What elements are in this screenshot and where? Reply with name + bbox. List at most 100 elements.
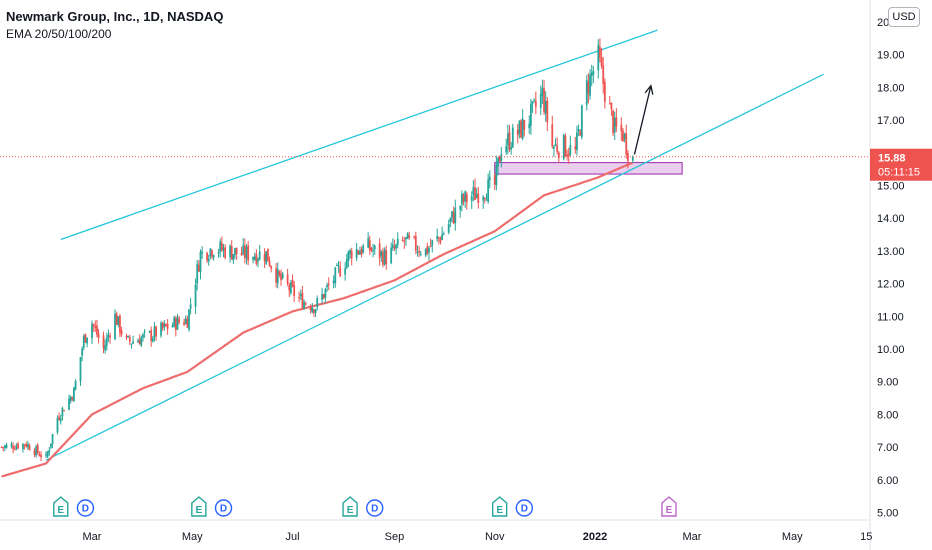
- candle: [426, 242, 429, 256]
- candle: [58, 412, 61, 421]
- earnings-marker[interactable]: E: [191, 496, 207, 517]
- candle: [194, 278, 197, 315]
- candle: [574, 136, 577, 154]
- candle: [38, 451, 41, 457]
- candle: [313, 308, 315, 318]
- candle: [332, 275, 335, 289]
- x-tick-label: 15: [860, 531, 872, 543]
- candle: [68, 394, 70, 411]
- candle: [184, 315, 187, 325]
- arrow-head: [644, 84, 654, 95]
- candle: [48, 446, 51, 456]
- candle: [142, 332, 144, 342]
- candle: [15, 443, 18, 451]
- candle: [232, 253, 235, 264]
- channel-upper-line[interactable]: [60, 29, 658, 241]
- candle: [345, 253, 348, 269]
- candle: [140, 335, 143, 348]
- candle: [128, 334, 131, 345]
- candle: [28, 443, 31, 451]
- candle: [322, 293, 325, 300]
- candle: [288, 282, 291, 298]
- candle: [610, 102, 613, 116]
- candle: [357, 249, 360, 256]
- dividend-marker[interactable]: D: [366, 499, 384, 517]
- candle: [424, 248, 427, 258]
- y-tick-label: 15.00: [877, 181, 905, 193]
- candle: [602, 56, 605, 94]
- candle: [620, 117, 623, 141]
- candle: [150, 326, 153, 347]
- dividend-marker[interactable]: D: [515, 499, 534, 517]
- earnings-marker[interactable]: E: [342, 496, 358, 517]
- candle: [403, 236, 406, 249]
- candle: [197, 260, 200, 272]
- axes: 5.00 6.00 7.00 8.00 9.00 10.00 11.00 12.00 13.00…: [0, 0, 905, 550]
- support-zone-box[interactable]: [494, 162, 683, 175]
- candle: [336, 263, 338, 266]
- candle: [207, 254, 210, 266]
- candle: [419, 250, 422, 257]
- candle: [12, 442, 14, 454]
- candle: [497, 157, 499, 176]
- candle: [86, 337, 88, 348]
- candle: [566, 149, 568, 161]
- candle: [577, 124, 580, 137]
- candle: [551, 115, 554, 149]
- candle: [597, 39, 600, 79]
- candle: [451, 211, 453, 223]
- candle: [229, 244, 231, 263]
- last-price: 15.88 05:11:15: [0, 148, 932, 181]
- svg-text:E: E: [347, 505, 354, 516]
- currency-badge[interactable]: USD: [888, 7, 920, 27]
- svg-text:D: D: [220, 504, 227, 515]
- candle: [623, 132, 626, 143]
- dividend-marker[interactable]: D: [76, 499, 95, 517]
- candle: [452, 206, 455, 225]
- earnings-marker[interactable]: E: [53, 496, 69, 517]
- indicator-legend[interactable]: EMA 20/50/100/200: [6, 27, 112, 41]
- candle: [462, 193, 465, 206]
- channel-lower-line[interactable]: [45, 73, 824, 461]
- candle: [94, 320, 97, 333]
- candle: [429, 238, 432, 248]
- candle: [199, 249, 202, 280]
- candle: [26, 440, 29, 450]
- x-tick-label: Mar: [83, 531, 102, 543]
- candle: [161, 321, 164, 331]
- channel-lines[interactable]: [45, 29, 824, 461]
- candle: [266, 248, 269, 262]
- candle: [96, 319, 98, 338]
- candle: [554, 138, 557, 147]
- candle: [219, 238, 222, 258]
- symbol-title[interactable]: Newmark Group, Inc., 1D, NASDAQ: [6, 9, 224, 24]
- candle: [474, 178, 476, 201]
- candle: [211, 249, 213, 260]
- candle: [104, 339, 107, 354]
- y-tick-label: 12.00: [877, 279, 905, 291]
- candle: [74, 378, 77, 391]
- candle: [220, 236, 223, 253]
- candle: [102, 331, 105, 354]
- candle: [289, 279, 292, 296]
- support-zone[interactable]: [494, 162, 683, 175]
- candle: [107, 329, 110, 343]
- dividend-marker[interactable]: D: [214, 499, 233, 517]
- projection-arrow[interactable]: [633, 84, 654, 155]
- earnings-marker[interactable]: E: [661, 496, 677, 517]
- candle: [217, 248, 220, 258]
- candle: [393, 239, 396, 251]
- candle: [258, 245, 261, 261]
- candle: [355, 242, 358, 261]
- y-tick-label: 19.00: [877, 50, 905, 62]
- candle: [82, 334, 85, 351]
- candle: [544, 91, 547, 122]
- candle: [408, 231, 411, 240]
- earnings-marker[interactable]: E: [491, 496, 508, 517]
- last-price-badge[interactable]: [870, 148, 932, 181]
- arrow-shaft[interactable]: [633, 85, 652, 155]
- y-tick-label: 17.00: [877, 115, 905, 127]
- svg-text:D: D: [371, 504, 378, 515]
